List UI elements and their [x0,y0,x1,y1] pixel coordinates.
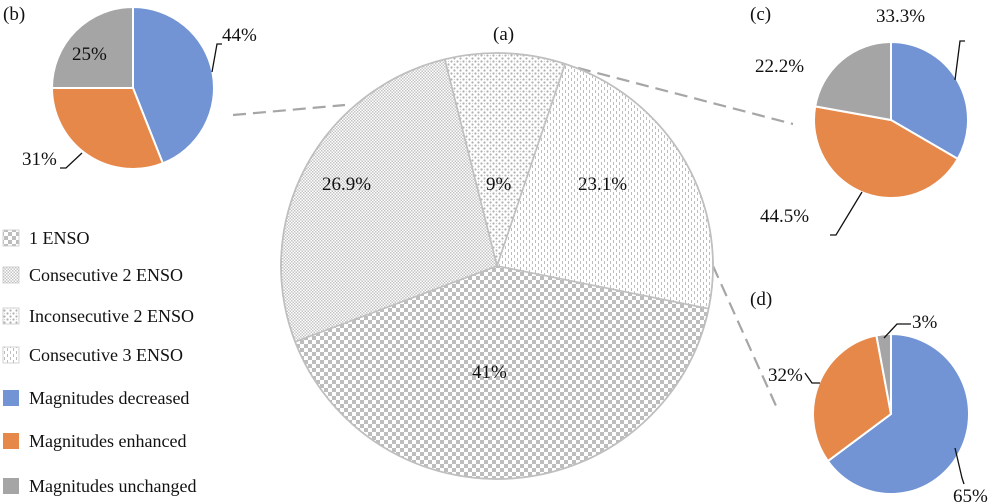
pie-slice-b-magnitudes-decreased [132,6,215,165]
pie-slice-b-magnitudes-enhanced [51,87,164,170]
pie-d [812,333,971,495]
data-label-b-magnitudes-unchanged: 25% [72,44,107,65]
legend-swatch-magnitudes-unchanged [3,478,19,494]
pie-slice-c-magnitudes-decreased [890,41,969,160]
pie-b [51,6,215,170]
legend-swatch-consecutive-3-enso [2,346,20,364]
legend-label-magnitudes-enhanced: Magnitudes enhanced [29,431,186,451]
callout-line-d-65 [954,447,965,485]
legend-label-consecutive-3-enso: Consecutive 3 ENSO [29,345,183,365]
data-label-b-magnitudes-decreased: 44% [222,25,257,46]
data-label-a-consecutive-3-enso: 23.1% [578,174,627,195]
leader-line-b [232,103,346,117]
pie-slice-d-magnitudes-enhanced [812,334,892,463]
callout-line-c-33 [954,40,965,81]
data-label-c-magnitudes-unchanged: 22.2% [755,56,804,77]
data-label-a-inconsecutive-2-enso: 9% [486,174,512,195]
data-label-c-magnitudes-decreased: 33.3% [876,6,925,27]
pie-slice-d-magnitudes-unchanged [875,333,892,415]
legend-label-inconsecutive-2-enso: Inconsecutive 2 ENSO [29,306,194,326]
legend-label-1-enso: 1 ENSO [29,228,90,248]
panel-label-d: (d) [750,289,772,310]
data-label-b-magnitudes-enhanced: 31% [22,149,57,170]
leader-line-d [711,265,779,409]
data-label-d-magnitudes-unchanged: 3% [912,312,938,333]
legend-swatch-magnitudes-enhanced [3,433,19,449]
pie-c [813,41,969,199]
legend-swatch-consecutive-2-enso [2,266,20,284]
pie-border-a [280,52,714,480]
callout-line-b-31 [60,152,83,169]
callout-line-b-44 [211,43,222,73]
zoom-leader-lines [232,66,794,409]
legend-label-magnitudes-decreased: Magnitudes decreased [29,388,189,408]
callout-line-d-3 [883,323,911,339]
legend-swatch-1-enso [2,229,20,247]
legend-label-magnitudes-unchanged: Magnitudes unchanged [29,476,196,496]
leader-line-c [577,66,794,126]
pie-slice-c-magnitudes-unchanged [814,41,892,121]
panel-label-b: (b) [3,4,25,25]
data-label-d-magnitudes-enhanced: 32% [768,365,803,386]
callout-line-c-44 [830,191,863,236]
data-label-c-magnitudes-enhanced: 44.5% [760,206,809,227]
pie-slice-b-magnitudes-unchanged [51,6,134,89]
callout-line-d-32 [804,372,820,384]
legend-swatch-magnitudes-decreased [3,390,19,406]
pie-a [280,52,714,480]
panel-label-a: (a) [493,24,514,45]
legend: 1 ENSO Consecutive 2 ENSO Inconsecutive 2 … [2,228,196,496]
data-label-d-magnitudes-decreased: 65% [953,486,988,504]
data-label-a-1-enso: 41% [472,362,507,383]
pie-slice-d-magnitudes-decreased [826,333,971,495]
panel-label-c: (c) [750,4,771,25]
pie-slice-c-magnitudes-enhanced [813,105,959,199]
data-label-a-consecutive-2-enso: 26.9% [322,174,371,195]
legend-swatch-inconsecutive-2-enso [2,307,20,325]
legend-label-consecutive-2-enso: Consecutive 2 ENSO [29,265,183,285]
